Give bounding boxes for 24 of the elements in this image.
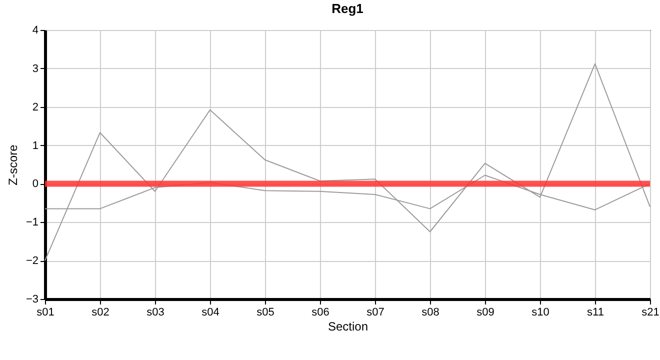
x-tick-label: s21	[642, 306, 660, 318]
x-tick-label: s10	[532, 306, 550, 318]
y-tick-label: 0	[32, 178, 38, 190]
chart-title: Reg1	[332, 1, 364, 16]
x-tick-label: s05	[256, 306, 274, 318]
y-tick-label: −2	[26, 255, 38, 268]
x-tick-label: s01	[36, 306, 54, 318]
x-axis-title: Section	[328, 320, 368, 334]
y-axis-title: Z-score	[6, 144, 20, 186]
x-tick-label: s04	[202, 306, 220, 318]
x-tick-label: s06	[312, 306, 330, 318]
line-series	[44, 63, 650, 262]
y-tick-label: 3	[32, 62, 38, 75]
x-tick-label: s07	[366, 306, 384, 318]
x-tick-label: s08	[422, 306, 440, 318]
y-tick-label: 1	[32, 140, 38, 152]
x-tick-label: s02	[92, 306, 110, 318]
y-tick-label: 2	[32, 101, 38, 114]
y-tick-label: −3	[26, 294, 38, 306]
x-tick-label: s09	[476, 306, 494, 318]
y-tick-label: −1	[26, 216, 38, 229]
x-tick-label: s03	[146, 306, 164, 318]
x-tick-label: s11	[587, 306, 604, 318]
y-tick-label: 4	[32, 24, 38, 36]
